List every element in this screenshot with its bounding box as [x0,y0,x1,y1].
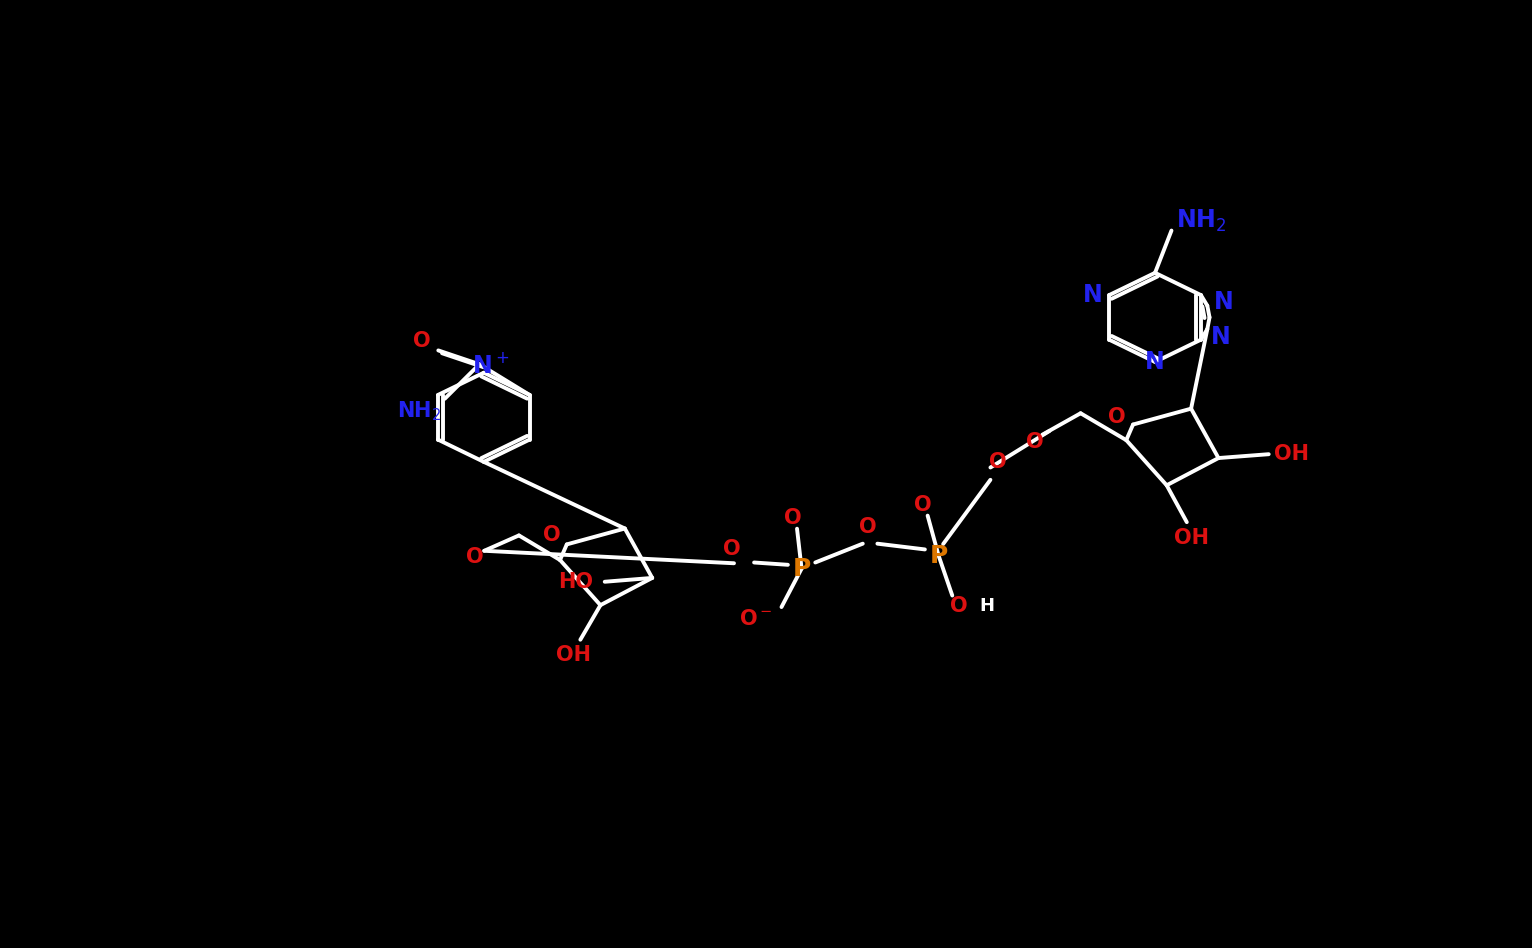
Text: P: P [792,556,810,580]
Text: NH$_2$: NH$_2$ [397,399,441,423]
Text: O: O [466,547,484,567]
Text: O: O [1026,432,1043,452]
Text: O$^-$: O$^-$ [738,609,772,629]
Text: OH: OH [1174,527,1209,548]
Text: O: O [723,538,741,558]
Text: N$^+$: N$^+$ [472,353,510,377]
Text: O: O [990,452,1007,472]
Text: HO: HO [558,572,593,592]
Text: NH$_2$: NH$_2$ [1175,209,1226,234]
Text: O: O [784,508,801,528]
Text: N: N [1144,350,1164,374]
Text: H: H [979,597,994,615]
Text: N: N [1213,290,1233,314]
Text: O: O [1108,407,1126,427]
Text: OH: OH [1275,445,1308,465]
Text: P: P [930,543,948,568]
Text: O: O [544,525,561,545]
Text: OH: OH [556,645,590,665]
Text: O: O [950,596,968,616]
Text: O: O [859,517,878,537]
Text: N: N [1212,325,1230,349]
Text: O: O [915,495,931,515]
Text: N: N [1083,283,1103,307]
Text: O: O [414,331,430,351]
